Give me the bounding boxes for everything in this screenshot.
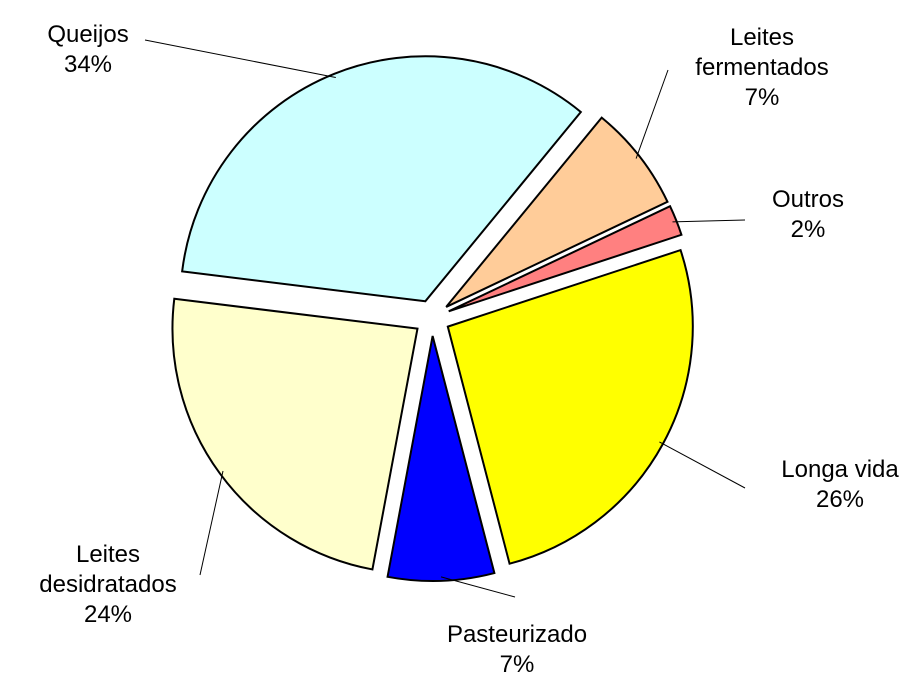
slice-percent: 24% bbox=[83, 601, 133, 628]
slice-label: Outros 2% bbox=[718, 185, 898, 245]
slice-label: Longa vida 26% bbox=[750, 455, 921, 515]
slice-name: Queijos bbox=[47, 21, 129, 48]
pie-slice bbox=[445, 116, 669, 308]
slice-name: Longa vida bbox=[781, 456, 899, 483]
pie-slice bbox=[181, 55, 583, 303]
slice-percent: 26% bbox=[815, 486, 865, 513]
leader-line bbox=[440, 576, 516, 598]
slice-name: Leites fermentados bbox=[695, 24, 829, 81]
slice-name: Pasteurizado bbox=[446, 621, 588, 648]
leader-line bbox=[659, 441, 746, 489]
slice-label: Leites desidratados 24% bbox=[18, 540, 198, 630]
leader-line bbox=[672, 219, 746, 223]
slice-label: Leites fermentados 7% bbox=[672, 23, 852, 113]
leader-line bbox=[199, 470, 224, 576]
pie-slice bbox=[448, 204, 683, 313]
leader-line bbox=[635, 69, 669, 159]
pie-slice bbox=[171, 297, 419, 571]
slice-label: Queijos 34% bbox=[0, 20, 178, 80]
pie-slice bbox=[386, 335, 496, 582]
slice-percent: 34% bbox=[63, 51, 113, 78]
leader-line bbox=[144, 39, 336, 79]
slice-percent: 2% bbox=[790, 216, 826, 243]
slice-name: Leites desidratados bbox=[39, 541, 177, 598]
slice-label: Pasteurizado 7% bbox=[427, 620, 607, 680]
slice-percent: 7% bbox=[744, 84, 780, 111]
slice-percent: 7% bbox=[499, 651, 535, 678]
slice-name: Outros bbox=[771, 186, 845, 213]
